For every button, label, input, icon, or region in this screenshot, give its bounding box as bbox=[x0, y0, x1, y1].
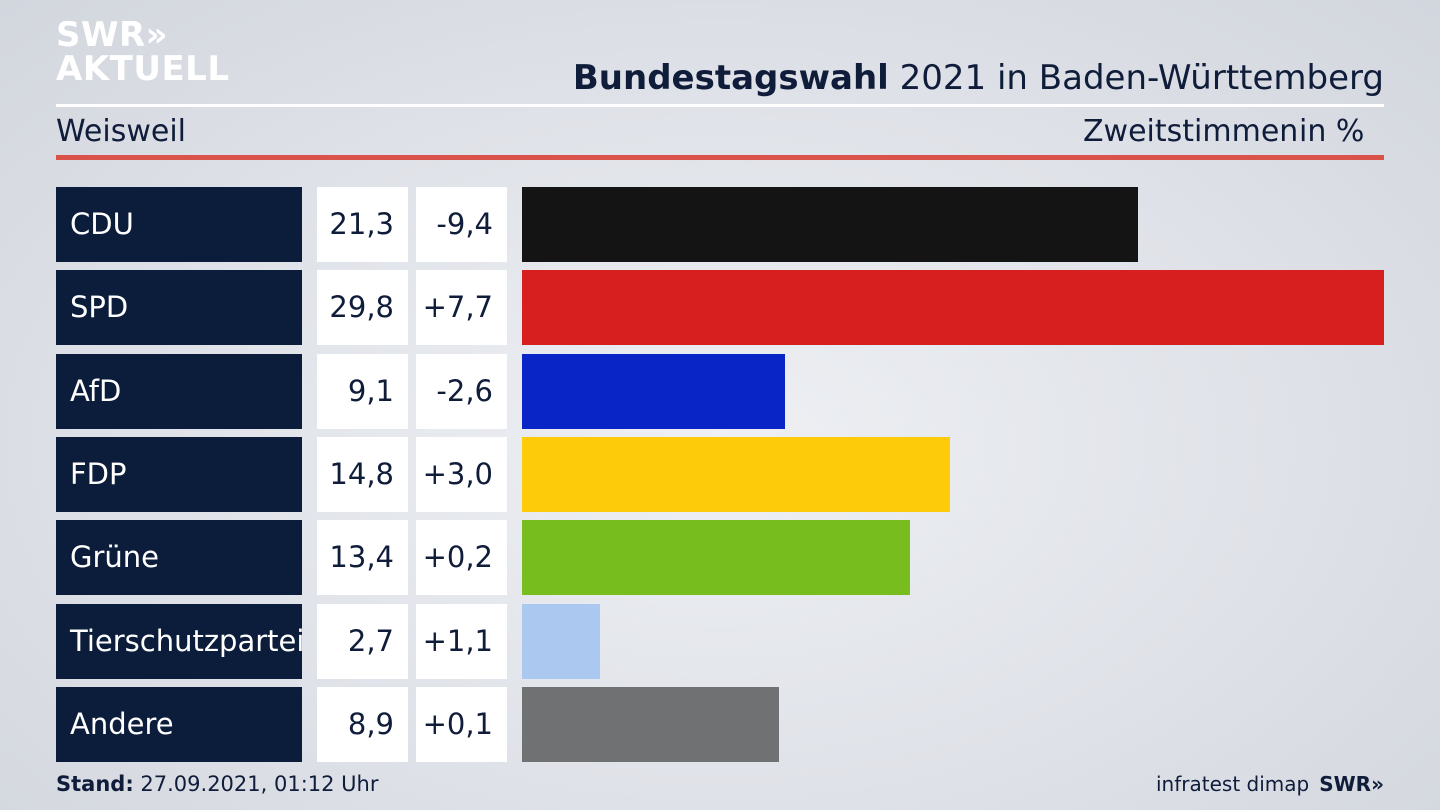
party-label: SPD bbox=[56, 270, 302, 345]
header-divider bbox=[56, 104, 1384, 107]
source-credit: infratest dimap SWR» bbox=[1156, 772, 1384, 796]
measure-label: Zweitstimmen bbox=[1083, 114, 1299, 149]
vote-share-label: 2,7 bbox=[317, 604, 408, 679]
vote-share-bar bbox=[522, 604, 600, 679]
party-label: Andere bbox=[56, 687, 302, 762]
party-label: Grüne bbox=[56, 520, 302, 595]
result-row: FDP 14,8 +3,0 bbox=[0, 437, 1440, 512]
chart-title: Bundestagswahl 2021 in Baden-Württemberg bbox=[573, 58, 1384, 98]
change-label: +7,7 bbox=[416, 270, 507, 345]
result-row: SPD 29,8 +7,7 bbox=[0, 270, 1440, 345]
result-row: Andere 8,9 +0,1 bbox=[0, 687, 1440, 762]
source-label: infratest dimap bbox=[1156, 772, 1310, 796]
unit-label: in % bbox=[1299, 114, 1365, 149]
party-label: CDU bbox=[56, 187, 302, 262]
vote-share-label: 21,3 bbox=[317, 187, 408, 262]
vote-share-label: 13,4 bbox=[317, 520, 408, 595]
vote-share-label: 8,9 bbox=[317, 687, 408, 762]
change-label: +3,0 bbox=[416, 437, 507, 512]
vote-share-label: 14,8 bbox=[317, 437, 408, 512]
timestamp-label: Stand: bbox=[56, 772, 134, 796]
vote-share-bar bbox=[522, 687, 779, 762]
chart-title-rest: 2021 in Baden-Württemberg bbox=[888, 58, 1384, 98]
vote-share-label: 29,8 bbox=[317, 270, 408, 345]
vote-share-bar bbox=[522, 520, 910, 595]
vote-share-bar bbox=[522, 354, 785, 429]
change-label: +0,1 bbox=[416, 687, 507, 762]
change-label: +0,2 bbox=[416, 520, 507, 595]
change-label: -2,6 bbox=[416, 354, 507, 429]
accent-divider bbox=[56, 155, 1384, 160]
vote-share-bar bbox=[522, 437, 950, 512]
logo-line-2: AKTUELL bbox=[56, 49, 230, 89]
swr-aktuell-logo: SWR» AKTUELL bbox=[56, 18, 230, 86]
result-row: AfD 9,1 -2,6 bbox=[0, 354, 1440, 429]
result-row: Tierschutzpartei 2,7 +1,1 bbox=[0, 604, 1440, 679]
chart-title-bold: Bundestagswahl bbox=[572, 58, 889, 98]
result-row: Grüne 13,4 +0,2 bbox=[0, 520, 1440, 595]
party-label: FDP bbox=[56, 437, 302, 512]
swr-brand-logo: SWR» bbox=[1319, 772, 1384, 796]
region-label: Weisweil bbox=[56, 114, 186, 149]
vote-share-bar bbox=[522, 187, 1138, 262]
change-label: +1,1 bbox=[416, 604, 507, 679]
logo-line-1: SWR» bbox=[56, 15, 169, 55]
timestamp: Stand: 27.09.2021, 01:12 Uhr bbox=[56, 772, 379, 796]
vote-share-label: 9,1 bbox=[317, 354, 408, 429]
change-label: -9,4 bbox=[416, 187, 507, 262]
timestamp-value: 27.09.2021, 01:12 Uhr bbox=[133, 772, 379, 796]
vote-share-bar bbox=[522, 270, 1384, 345]
party-label: Tierschutzpartei bbox=[56, 604, 302, 679]
party-label: AfD bbox=[56, 354, 302, 429]
result-row: CDU 21,3 -9,4 bbox=[0, 187, 1440, 262]
